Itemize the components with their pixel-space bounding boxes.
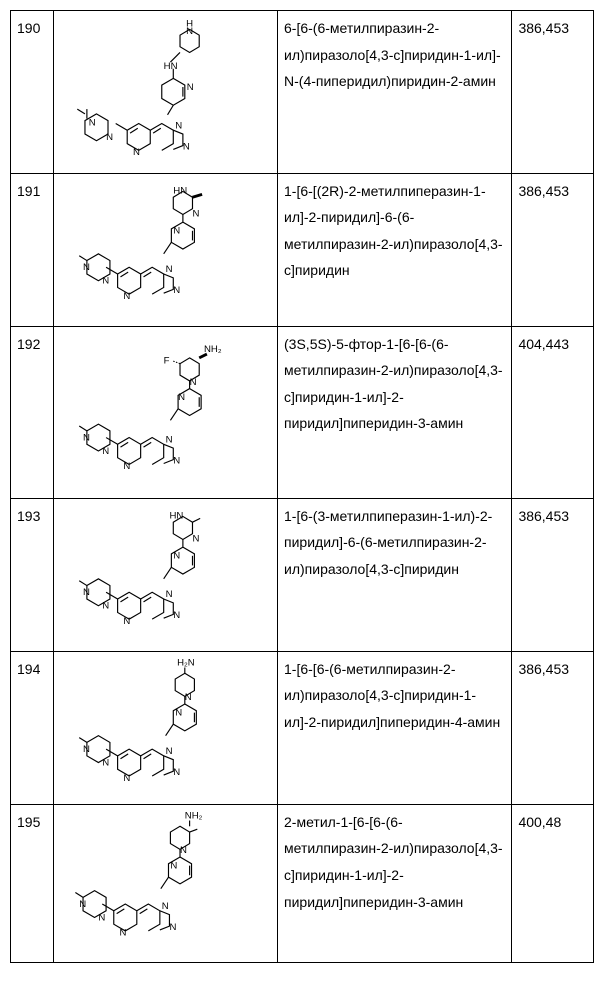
compound-id: 192 (11, 326, 54, 498)
svg-text:N: N (102, 445, 109, 456)
svg-text:N: N (123, 461, 130, 472)
svg-text:N: N (119, 928, 126, 939)
table-row: 194 H₂N N N (11, 651, 594, 804)
svg-text:HN: HN (169, 510, 183, 521)
svg-text:N: N (169, 922, 176, 933)
svg-text:N: N (123, 773, 130, 784)
svg-text:HN: HN (163, 61, 177, 72)
molecule-svg: NH₂ F N N (60, 331, 271, 494)
compound-name: 1-[6-[(2R)-2-метилпиперазин-1-ил]-2-пири… (278, 173, 512, 326)
svg-text:N: N (173, 610, 180, 621)
compound-mw: 386,453 (512, 651, 594, 804)
table-row: 191 HN N N (11, 173, 594, 326)
svg-text:N: N (187, 82, 194, 93)
compound-name: 6-[6-(6-метилпиразин-2-ил)пиразоло[4,3-с… (278, 11, 512, 174)
compound-id: 195 (11, 804, 54, 962)
svg-text:N: N (162, 901, 169, 912)
table-body: 190 H N HN N (11, 11, 594, 963)
svg-text:N: N (83, 744, 90, 755)
molecule-svg: NH₂ N N N N (60, 809, 271, 958)
compound-name: (3S,5S)-5-фтор-1-[6-[6-(6-метилпиразин-2… (278, 326, 512, 498)
compound-table: 190 H N HN N (10, 10, 594, 963)
svg-text:N: N (123, 291, 130, 302)
compound-mw: 386,453 (512, 11, 594, 174)
svg-text:N: N (170, 860, 177, 871)
compound-mw: 386,453 (512, 173, 594, 326)
svg-text:N: N (180, 845, 187, 856)
svg-text:N: N (178, 392, 185, 403)
svg-text:N: N (175, 120, 182, 131)
compound-name: 1-[6-[6-(6-метилпиразин-2-ил)пиразоло[4,… (278, 651, 512, 804)
compound-id: 194 (11, 651, 54, 804)
svg-text:N: N (173, 455, 180, 466)
compound-structure: HN N N N (53, 173, 277, 326)
svg-text:N: N (192, 533, 199, 544)
table-row: 192 NH₂ F N N (11, 326, 594, 498)
svg-text:N: N (83, 262, 90, 273)
compound-structure: H N HN N (53, 11, 277, 174)
molecule-svg: HN N N N (60, 178, 271, 322)
molecule-svg: H₂N N N N N N (60, 656, 271, 800)
svg-text:N: N (102, 275, 109, 286)
svg-text:N: N (186, 26, 193, 37)
compound-structure: HN N N N N N (53, 498, 277, 651)
compound-mw: 400,48 (512, 804, 594, 962)
svg-text:N: N (165, 746, 172, 757)
svg-text:N: N (133, 147, 140, 158)
svg-text:F: F (163, 355, 169, 366)
svg-text:N: N (89, 117, 96, 128)
compound-id: 193 (11, 498, 54, 651)
svg-text:H₂N: H₂N (177, 657, 195, 668)
table-row: 195 NH₂ N N (11, 804, 594, 962)
molecule-svg: H N HN N (60, 15, 271, 169)
svg-text:N: N (173, 550, 180, 561)
compound-structure: NH₂ F N N (53, 326, 277, 498)
svg-text:N: N (173, 767, 180, 778)
svg-text:N: N (102, 757, 109, 768)
svg-text:N: N (185, 692, 192, 703)
compound-id: 191 (11, 173, 54, 326)
compound-mw: 404,443 (512, 326, 594, 498)
svg-text:N: N (192, 208, 199, 219)
compound-name: 1-[6-(3-метилпиперазин-1-ил)-2-пиридил]-… (278, 498, 512, 651)
svg-text:N: N (173, 225, 180, 236)
svg-text:N: N (165, 264, 172, 275)
svg-text:NH₂: NH₂ (204, 344, 222, 355)
compound-structure: H₂N N N N N N (53, 651, 277, 804)
svg-text:N: N (83, 587, 90, 598)
svg-text:N: N (165, 589, 172, 600)
molecule-svg: HN N N N N N (60, 503, 271, 647)
svg-text:N: N (102, 600, 109, 611)
compound-id: 190 (11, 11, 54, 174)
svg-text:HN: HN (173, 185, 187, 196)
table-row: 193 HN N N (11, 498, 594, 651)
svg-text:N: N (173, 285, 180, 296)
table-row: 190 H N HN N (11, 11, 594, 174)
svg-text:NH₂: NH₂ (185, 810, 203, 821)
svg-text:N: N (123, 616, 130, 627)
svg-text:N: N (189, 376, 196, 387)
svg-text:N: N (79, 899, 86, 910)
svg-text:N: N (175, 707, 182, 718)
svg-text:N: N (183, 141, 190, 152)
svg-text:N: N (165, 434, 172, 445)
svg-text:N: N (98, 912, 105, 923)
compound-structure: NH₂ N N N N (53, 804, 277, 962)
svg-text:N: N (106, 132, 113, 143)
svg-text:N: N (83, 432, 90, 443)
compound-mw: 386,453 (512, 498, 594, 651)
compound-name: 2-метил-1-[6-[6-(6-метилпиразин-2-ил)пир… (278, 804, 512, 962)
